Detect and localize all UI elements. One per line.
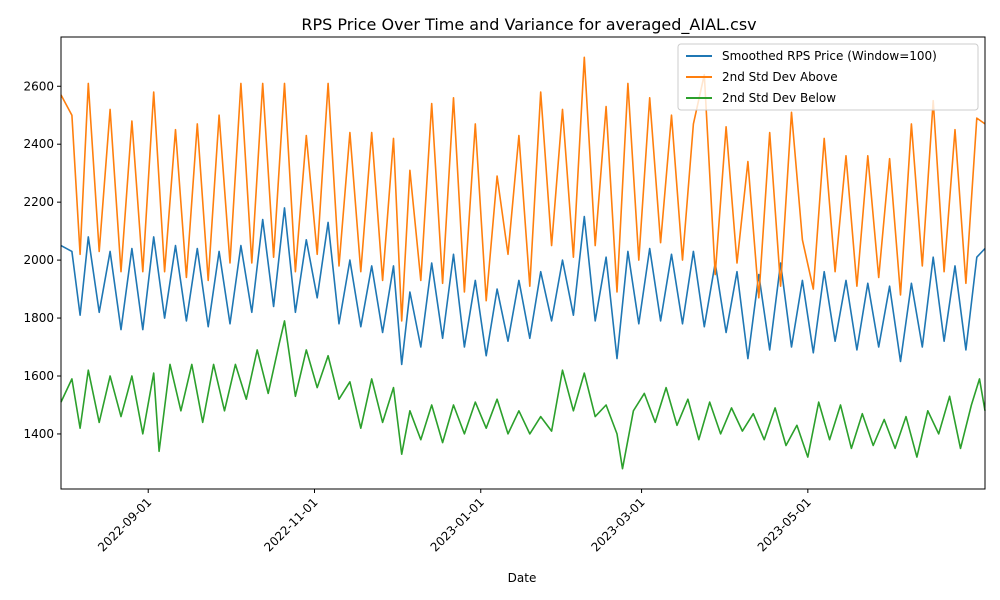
x-axis-label: Date <box>508 571 537 585</box>
axes-frame <box>60 36 986 490</box>
y-tick-label: 2600 <box>23 79 54 93</box>
y-tick-label: 2400 <box>23 137 54 151</box>
legend-label: 2nd Std Dev Above <box>722 70 838 84</box>
series-line-1 <box>60 207 986 366</box>
series-layer <box>60 56 986 470</box>
legend-label: 2nd Std Dev Below <box>722 91 836 105</box>
series-line-3 <box>60 320 986 470</box>
chart-title: RPS Price Over Time and Variance for ave… <box>301 15 756 35</box>
y-tick-label: 2200 <box>23 195 54 209</box>
y-tick-label: 1600 <box>23 369 54 383</box>
y-tick-label: 2000 <box>23 253 54 267</box>
y-tick-label: 1800 <box>23 311 54 325</box>
legend: Smoothed RPS Price (Window=100) 2nd Std D… <box>677 43 979 111</box>
legend-box <box>677 43 979 111</box>
legend-label: Smoothed RPS Price (Window=100) <box>722 49 937 63</box>
series-line-2 <box>60 56 986 322</box>
y-tick-label: 1400 <box>23 427 54 441</box>
y-axis: 1400 1600 1800 2000 2200 2400 2600 <box>23 79 61 441</box>
